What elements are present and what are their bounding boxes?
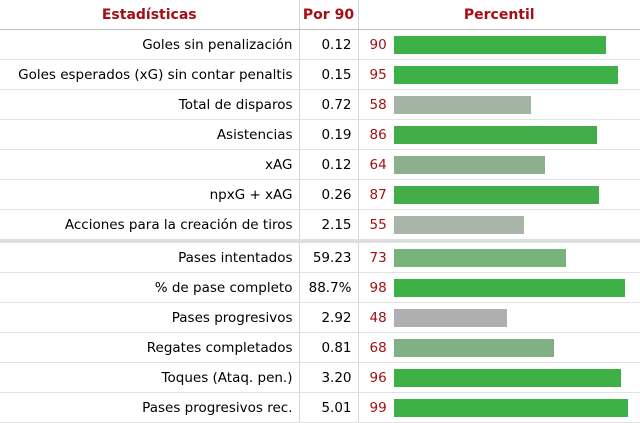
percentile-cell: 96 (358, 362, 640, 393)
table-row: Regates completados 0.81 68 (0, 332, 640, 363)
per90-value: 59.23 (299, 241, 359, 273)
percentile-cell: 58 (358, 89, 640, 120)
percentile-value: 64 (369, 156, 387, 173)
percentile-value: 99 (369, 399, 387, 416)
percentile-bar (393, 155, 545, 174)
percentile-cell: 90 (358, 29, 640, 60)
stat-name: Toques (Ataq. pen.) (0, 362, 300, 393)
per90-value: 5.01 (299, 392, 359, 423)
per90-value: 2.92 (299, 302, 359, 333)
percentile-cell: 55 (358, 209, 640, 243)
table-row: Asistencias 0.19 86 (0, 119, 640, 150)
stat-name: Regates completados (0, 332, 300, 363)
per90-value: 0.12 (299, 29, 359, 60)
percentile-bar (393, 338, 554, 357)
percentile-cell: 98 (358, 272, 640, 303)
per90-value: 3.20 (299, 362, 359, 393)
table-row: Total de disparos 0.72 58 (0, 89, 640, 120)
table-row: npxG + xAG 0.26 87 (0, 179, 640, 210)
percentile-cell: 95 (358, 59, 640, 90)
header-row: Estadísticas Por 90 Percentil (0, 0, 640, 30)
percentile-value: 58 (369, 96, 387, 113)
per90-value: 0.81 (299, 332, 359, 363)
header-percentile[interactable]: Percentil (358, 0, 640, 30)
per90-value: 0.12 (299, 149, 359, 180)
percentile-cell: 48 (358, 302, 640, 333)
per90-value: 0.15 (299, 59, 359, 90)
stat-name: % de pase completo (0, 272, 300, 303)
percentile-bar (393, 398, 628, 417)
percentile-bar (393, 65, 618, 84)
percentile-value: 86 (369, 126, 387, 143)
percentile-value: 48 (369, 309, 387, 326)
percentile-bar (393, 125, 597, 144)
percentile-bar (393, 35, 606, 54)
table-row: Acciones para la creación de tiros 2.15 55 (0, 209, 640, 243)
percentile-cell: 73 (358, 241, 640, 273)
percentile-cell: 68 (358, 332, 640, 363)
per90-value: 0.19 (299, 119, 359, 150)
header-stat[interactable]: Estadísticas (0, 0, 300, 30)
percentile-cell: 86 (358, 119, 640, 150)
percentile-bar (393, 215, 524, 234)
percentile-bar (393, 308, 507, 327)
header-per90[interactable]: Por 90 (299, 0, 359, 30)
table-row: Goles esperados (xG) sin contar penaltis… (0, 59, 640, 90)
table-row: Pases progresivos rec. 5.01 99 (0, 392, 640, 423)
stat-name: Goles sin penalización (0, 29, 300, 60)
stat-name: Asistencias (0, 119, 300, 150)
per90-value: 2.15 (299, 209, 359, 243)
stat-name: Pases progresivos (0, 302, 300, 333)
percentile-bar (393, 278, 625, 297)
percentile-value: 90 (369, 36, 387, 53)
percentile-bar (393, 368, 621, 387)
percentile-value: 98 (369, 279, 387, 296)
stat-name: Pases intentados (0, 241, 300, 273)
table-row: Pases progresivos 2.92 48 (0, 302, 640, 333)
stat-name: Pases progresivos rec. (0, 392, 300, 423)
percentile-bar (393, 95, 531, 114)
stat-name: Goles esperados (xG) sin contar penaltis (0, 59, 300, 90)
per90-value: 88.7% (299, 272, 359, 303)
percentile-value: 68 (369, 339, 387, 356)
table-row: Pases intentados 59.23 73 (0, 241, 640, 273)
stat-name: xAG (0, 149, 300, 180)
table-row: Goles sin penalización 0.12 90 (0, 29, 640, 60)
stat-name: npxG + xAG (0, 179, 300, 210)
percentile-cell: 87 (358, 179, 640, 210)
table-row: xAG 0.12 64 (0, 149, 640, 180)
table-row: Toques (Ataq. pen.) 3.20 96 (0, 362, 640, 393)
percentile-bar (393, 248, 566, 267)
percentile-value: 87 (369, 186, 387, 203)
per90-value: 0.26 (299, 179, 359, 210)
percentile-cell: 64 (358, 149, 640, 180)
percentile-value: 95 (369, 66, 387, 83)
percentile-bar (393, 185, 599, 204)
percentile-value: 96 (369, 369, 387, 386)
table-row: % de pase completo 88.7% 98 (0, 272, 640, 303)
stat-name: Acciones para la creación de tiros (0, 209, 300, 243)
percentile-value: 73 (369, 249, 387, 266)
stat-name: Total de disparos (0, 89, 300, 120)
percentile-value: 55 (369, 216, 387, 233)
per90-value: 0.72 (299, 89, 359, 120)
percentile-cell: 99 (358, 392, 640, 423)
